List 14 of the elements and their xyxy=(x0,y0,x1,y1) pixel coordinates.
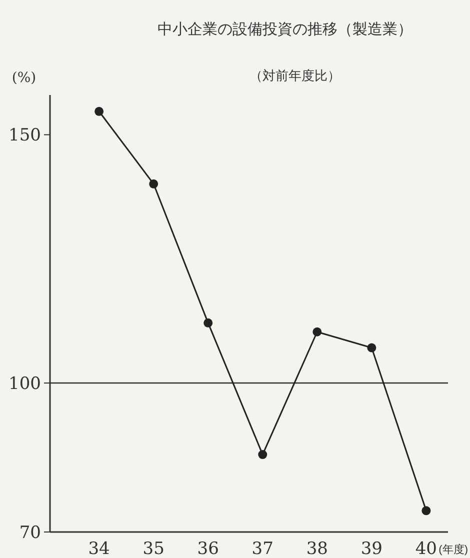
x-tick-label: 40 xyxy=(415,539,437,558)
x-tick-label: 39 xyxy=(360,539,382,558)
title: 中小企業の設備投資の推移（製造業） xyxy=(158,21,412,38)
ylabel: (%) xyxy=(12,70,36,86)
x-tick-label: 35 xyxy=(142,539,164,558)
x-tick-label: 38 xyxy=(306,539,328,558)
subtitle: （対前年度比） xyxy=(250,68,340,83)
x-tick-label: 34 xyxy=(88,539,110,558)
xlabel: (年度) xyxy=(438,544,468,556)
y-tick-label: 150 xyxy=(8,126,41,146)
x-tick-label: 36 xyxy=(197,539,219,558)
y-tick-label: 70 xyxy=(19,523,41,543)
x-tick-label: 37 xyxy=(252,539,274,558)
y-tick-label: 100 xyxy=(8,374,41,394)
